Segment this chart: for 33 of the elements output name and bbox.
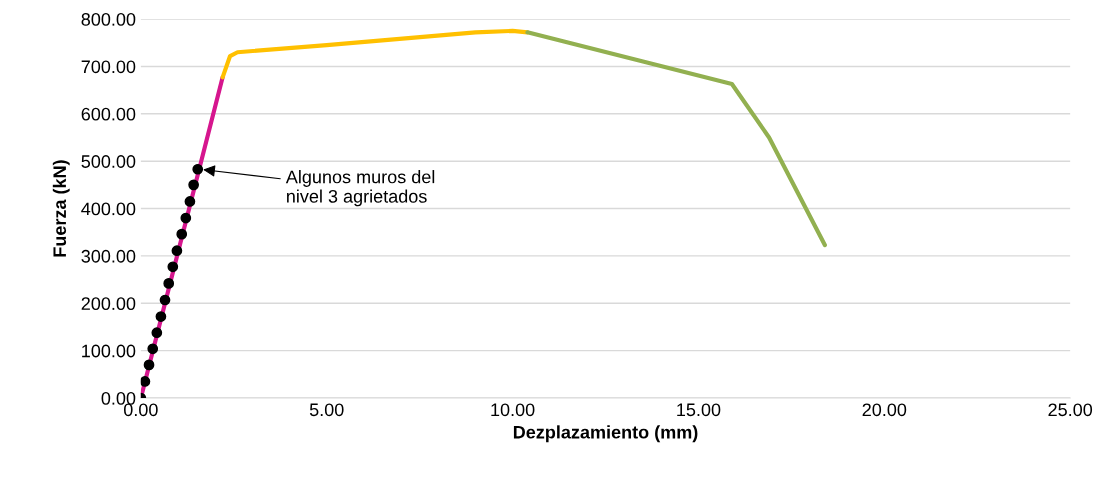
point	[184, 196, 196, 207]
x-tick-label: 5.00	[309, 403, 344, 417]
y-axis-title: Fuerza (kN)	[52, 160, 70, 257]
point	[159, 294, 171, 306]
x-tick-label: 0.00	[123, 403, 158, 417]
point	[192, 163, 204, 175]
y-tick-label: 600.00	[81, 107, 136, 121]
point	[163, 278, 175, 289]
point	[188, 179, 199, 191]
y-tick-label: 0.00	[101, 391, 136, 405]
x-axis-title: Dezplazamiento (mm)	[513, 425, 698, 443]
x-tick-label: 25.00	[1048, 403, 1093, 417]
y-tick-label: 100.00	[82, 344, 136, 358]
annotation: Algunos muros del nivel 3 agrietados	[285, 170, 435, 207]
x-tick-label: 10.00	[491, 403, 535, 417]
y-tick-label: 800.00	[81, 13, 136, 26]
point	[147, 343, 159, 355]
point	[140, 376, 151, 387]
point	[167, 261, 179, 273]
point	[143, 359, 155, 371]
point	[176, 228, 188, 240]
point	[180, 212, 192, 224]
x-tick-label: 15.00	[677, 403, 721, 417]
point	[155, 311, 167, 322]
y-tick-label: 700.00	[81, 60, 136, 74]
y-tick-label: 400.00	[81, 202, 136, 216]
y-tick-label: 300.00	[81, 249, 136, 263]
point	[151, 327, 163, 339]
point	[171, 245, 183, 257]
y-tick-label: 500.00	[81, 155, 136, 168]
y-tick-label: 200.00	[81, 297, 136, 311]
line-series	[525, 30, 827, 248]
x-tick-label: 20.00	[862, 403, 907, 417]
